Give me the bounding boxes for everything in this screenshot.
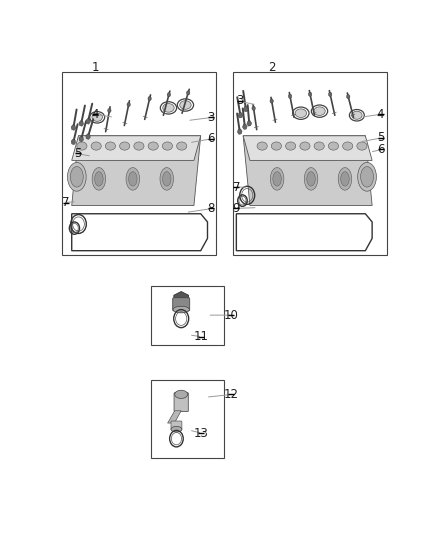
Ellipse shape	[92, 167, 106, 190]
Ellipse shape	[273, 172, 281, 186]
Ellipse shape	[338, 167, 352, 190]
Ellipse shape	[270, 167, 284, 190]
Ellipse shape	[360, 166, 374, 187]
Ellipse shape	[288, 94, 292, 98]
Ellipse shape	[180, 101, 191, 109]
Ellipse shape	[358, 163, 376, 191]
Ellipse shape	[91, 142, 101, 150]
Text: 5: 5	[377, 131, 384, 144]
Ellipse shape	[148, 96, 152, 101]
Ellipse shape	[129, 172, 137, 186]
Ellipse shape	[352, 111, 362, 119]
Ellipse shape	[95, 172, 103, 186]
Ellipse shape	[314, 142, 324, 150]
Polygon shape	[72, 136, 201, 206]
Text: 10: 10	[224, 309, 239, 321]
Ellipse shape	[173, 306, 189, 313]
Ellipse shape	[304, 167, 318, 190]
Ellipse shape	[328, 142, 339, 150]
Ellipse shape	[252, 106, 255, 110]
Bar	[233, 72, 387, 255]
Text: 7: 7	[233, 181, 240, 193]
Text: 6: 6	[377, 143, 385, 156]
Ellipse shape	[163, 103, 174, 112]
Ellipse shape	[134, 142, 144, 150]
Text: 11: 11	[193, 330, 208, 343]
Ellipse shape	[357, 142, 367, 150]
Ellipse shape	[187, 91, 190, 95]
Bar	[61, 72, 216, 255]
Ellipse shape	[162, 172, 171, 186]
Ellipse shape	[160, 167, 173, 190]
Ellipse shape	[162, 142, 173, 150]
Ellipse shape	[295, 109, 307, 117]
Ellipse shape	[77, 142, 87, 150]
FancyBboxPatch shape	[171, 421, 182, 430]
Ellipse shape	[328, 92, 332, 96]
Ellipse shape	[120, 142, 130, 150]
Ellipse shape	[271, 142, 282, 150]
Ellipse shape	[177, 142, 187, 150]
Ellipse shape	[67, 163, 86, 191]
Text: 9: 9	[233, 202, 240, 215]
Ellipse shape	[286, 142, 296, 150]
Ellipse shape	[341, 172, 349, 186]
Bar	[152, 286, 224, 345]
Text: 5: 5	[74, 147, 81, 160]
Bar	[152, 380, 224, 458]
Text: 12: 12	[224, 388, 239, 401]
Ellipse shape	[71, 166, 83, 187]
Ellipse shape	[257, 142, 267, 150]
Ellipse shape	[307, 172, 315, 186]
Ellipse shape	[308, 92, 312, 96]
Ellipse shape	[167, 93, 170, 97]
Text: 4: 4	[377, 108, 385, 120]
Ellipse shape	[105, 142, 116, 150]
Text: 7: 7	[62, 196, 69, 209]
Polygon shape	[168, 411, 181, 423]
Ellipse shape	[314, 107, 325, 116]
Text: 3: 3	[207, 111, 215, 124]
FancyBboxPatch shape	[174, 393, 188, 411]
FancyBboxPatch shape	[173, 298, 190, 311]
Text: 13: 13	[193, 427, 208, 440]
Text: 2: 2	[268, 61, 276, 74]
Ellipse shape	[92, 114, 102, 122]
Text: 4: 4	[92, 108, 99, 120]
Text: 3: 3	[236, 94, 244, 107]
Polygon shape	[243, 136, 372, 160]
Ellipse shape	[175, 390, 187, 399]
Ellipse shape	[270, 99, 273, 103]
Ellipse shape	[171, 426, 182, 432]
Ellipse shape	[127, 102, 131, 107]
Ellipse shape	[148, 142, 158, 150]
Ellipse shape	[108, 109, 111, 112]
Text: 8: 8	[207, 202, 215, 215]
Ellipse shape	[343, 142, 353, 150]
Ellipse shape	[346, 94, 350, 99]
Text: 1: 1	[92, 61, 99, 74]
Polygon shape	[243, 136, 372, 206]
Text: 6: 6	[207, 132, 215, 145]
Ellipse shape	[126, 167, 140, 190]
Polygon shape	[174, 292, 188, 306]
Ellipse shape	[300, 142, 310, 150]
Polygon shape	[72, 136, 201, 160]
